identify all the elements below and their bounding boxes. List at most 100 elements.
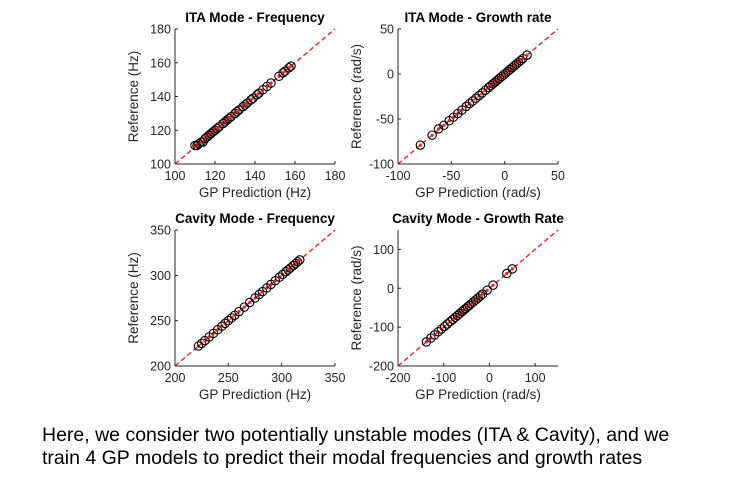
y-tick-label: 160 xyxy=(150,56,171,70)
data-point-center xyxy=(436,127,441,131)
x-tick-label: 300 xyxy=(271,371,292,385)
x-tick-label: 0 xyxy=(501,169,508,183)
data-point xyxy=(292,256,303,267)
data-point-center xyxy=(298,258,302,262)
data-point xyxy=(196,338,207,349)
data-point xyxy=(240,100,250,110)
panel-cavity-growth-rate: -200 -100 0 100 -200 -100 0 100 Cavity Mode - Gr… xyxy=(349,211,564,402)
x-tick-label: -100 xyxy=(385,169,410,183)
y-axis-label: Reference (Hz) xyxy=(126,252,141,344)
data-point xyxy=(286,61,296,71)
data-point xyxy=(220,318,230,329)
y-tick-label: 100 xyxy=(373,243,394,257)
x-tick-label: -200 xyxy=(385,371,410,385)
x-tick-label: 250 xyxy=(218,371,239,385)
x-tick-label: -100 xyxy=(431,371,456,385)
data-point xyxy=(471,93,481,104)
x-tick-label: -50 xyxy=(442,169,460,183)
y-tick-label: 180 xyxy=(150,23,171,37)
x-tick-label: 100 xyxy=(165,169,186,183)
panel-ita-growth-rate: -100 -50 0 50 -100 -50 0 50 ITA Mode - Growth ra… xyxy=(349,10,565,200)
data-point xyxy=(217,321,227,331)
x-axis-label: GP Prediction (rad/s) xyxy=(415,185,541,200)
data-point xyxy=(522,50,532,60)
data-point xyxy=(295,255,305,265)
x-tick-label: 100 xyxy=(525,371,546,385)
data-point xyxy=(464,98,475,109)
data-point-center xyxy=(430,133,434,137)
x-tick-label: 200 xyxy=(165,371,186,385)
x-tick-label: 160 xyxy=(285,169,306,183)
data-point-center xyxy=(237,310,241,314)
data-point xyxy=(274,272,285,282)
y-tick-label: 0 xyxy=(387,68,394,82)
y-tick-label: 120 xyxy=(150,124,171,138)
data-point xyxy=(507,264,518,274)
x-axis-label: GP Prediction (rad/s) xyxy=(415,387,541,402)
data-point-center xyxy=(505,271,509,276)
data-point-center xyxy=(491,283,495,287)
data-point xyxy=(436,324,447,334)
data-point xyxy=(223,315,234,326)
data-point xyxy=(439,321,450,332)
y-tick-label: -50 xyxy=(376,113,394,127)
data-point-center xyxy=(480,292,485,296)
chart-title: ITA Mode - Growth rate xyxy=(405,10,552,25)
x-axis-label: GP Prediction (Hz) xyxy=(199,185,311,200)
data-point xyxy=(442,319,453,329)
y-tick-label: 250 xyxy=(150,314,171,328)
y-tick-label: 50 xyxy=(380,23,394,37)
data-point xyxy=(254,289,265,300)
y-tick-label: -100 xyxy=(369,158,394,172)
chart-title: ITA Mode - Frequency xyxy=(185,10,325,25)
x-axis-label: GP Prediction (Hz) xyxy=(199,387,311,402)
data-point-center xyxy=(418,143,422,147)
data-point-center xyxy=(289,64,293,68)
figure: 100 120 140 160 180 100 120 140 160 180 ITA Mode -… xyxy=(126,10,565,402)
data-point xyxy=(461,101,472,112)
data-point xyxy=(488,280,498,290)
caption-line-2: train 4 GP models to predict their modal… xyxy=(42,447,643,469)
y-tick-label: -100 xyxy=(369,321,394,335)
data-point xyxy=(482,285,492,295)
x-tick-label: 0 xyxy=(486,371,493,385)
data-point xyxy=(467,96,478,106)
data-point xyxy=(475,291,486,301)
caption-line-1: Here, we consider two potentially unstab… xyxy=(42,424,670,446)
data-point xyxy=(232,106,242,117)
data-point xyxy=(427,130,437,140)
data-point xyxy=(502,268,512,279)
chart-title: Cavity Mode - Frequency xyxy=(175,211,335,226)
y-tick-label: -200 xyxy=(369,360,394,374)
data-point xyxy=(266,78,276,88)
data-point xyxy=(474,90,484,101)
y-tick-label: 200 xyxy=(150,360,171,374)
caption: Here, we consider two potentially unstab… xyxy=(42,424,732,470)
data-point xyxy=(212,123,222,134)
data-point-center xyxy=(432,333,437,337)
y-tick-label: 300 xyxy=(150,269,171,283)
data-point-center xyxy=(424,340,428,344)
y-tick-label: 100 xyxy=(150,158,171,172)
x-tick-label: 50 xyxy=(551,169,565,183)
data-point-center xyxy=(510,267,514,271)
data-point xyxy=(193,341,204,351)
data-point xyxy=(226,313,237,323)
data-point xyxy=(252,90,262,100)
data-point-center xyxy=(248,300,252,305)
data-point-center xyxy=(485,288,489,292)
data-point xyxy=(477,88,488,98)
data-point xyxy=(415,140,426,150)
x-tick-label: 180 xyxy=(325,169,346,183)
y-tick-label: 350 xyxy=(150,224,171,238)
x-tick-label: 120 xyxy=(205,169,226,183)
y-axis-label: Reference (rad/s) xyxy=(349,44,364,149)
data-point xyxy=(515,55,526,66)
data-point-center xyxy=(429,336,433,340)
panel-ita-frequency: 100 120 140 160 180 100 120 140 160 180 ITA Mode -… xyxy=(126,10,345,200)
data-point xyxy=(278,68,288,78)
chart-title: Cavity Mode - Growth Rate xyxy=(392,211,564,226)
panel-cavity-frequency: 200 250 300 350 200 250 300 350 Cavity Mode - Fr… xyxy=(126,211,345,402)
data-point xyxy=(224,113,234,124)
y-tick-label: 140 xyxy=(150,90,171,104)
